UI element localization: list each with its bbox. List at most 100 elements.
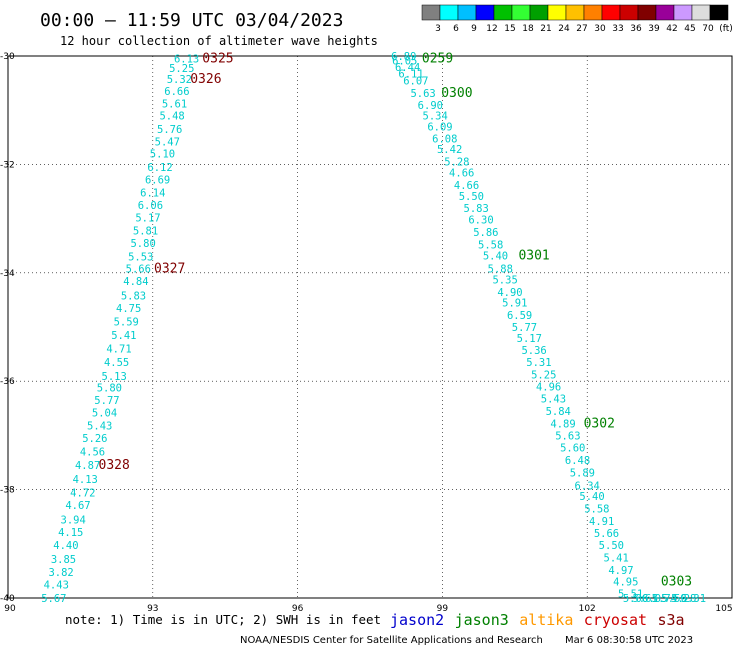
- colorbar-swatch: [565, 4, 585, 21]
- mission-label: s3a: [658, 611, 685, 629]
- wave-height-label: 5.04: [92, 408, 117, 420]
- wave-height-label: 4.66: [449, 168, 474, 180]
- wave-height-label: 4.90: [497, 287, 522, 299]
- wave-height-label: 5.89: [570, 467, 595, 479]
- wave-height-label: 5.41: [111, 330, 136, 342]
- wave-height-label: 4.91: [589, 516, 614, 528]
- colorbar-label: 42: [666, 24, 677, 34]
- wave-height-label: 5.51: [618, 589, 643, 601]
- wave-height-label: 5.31: [526, 357, 551, 369]
- wave-height-label: 5.42: [437, 144, 462, 156]
- wave-height-label: 5.28: [444, 157, 469, 169]
- credit-text: NOAA/NESDIS Center for Satellite Applica…: [240, 635, 543, 646]
- wave-height-label: 6.90: [418, 100, 443, 112]
- wave-height-label: 6.59: [507, 310, 532, 322]
- wave-height-label: 5.48: [159, 111, 184, 123]
- wave-height-label: 5.25: [169, 63, 194, 75]
- wave-height-label: 5.28: [671, 593, 696, 605]
- pass-time-label: 0302: [584, 416, 615, 431]
- wave-height-label: 4.72: [70, 487, 95, 499]
- x-tick-label: 102: [579, 604, 596, 614]
- timestamp-text: Mar 6 08:30:58 UTC 2023: [565, 635, 693, 646]
- pass-time-label: 0301: [518, 248, 549, 263]
- wave-height-label: 4.13: [73, 474, 98, 486]
- wave-height-label: 6.05: [642, 593, 667, 605]
- y-tick-label: -38: [0, 486, 15, 496]
- wave-height-label: 5.06: [623, 593, 648, 605]
- colorbar-label: 36: [630, 24, 642, 34]
- x-tick-label: 105: [715, 604, 732, 614]
- note-text: note: 1) Time is in UTC; 2) SWH is in fe…: [65, 612, 381, 627]
- colorbar-label: 33: [612, 24, 623, 34]
- wave-height-label: 4.75: [116, 303, 141, 315]
- wave-height-label: 5.61: [162, 99, 187, 111]
- colorbar-label: 27: [576, 24, 587, 34]
- colorbar-swatch: [601, 4, 621, 21]
- wave-height-label: 6.11: [398, 68, 423, 80]
- wave-height-label: 5.26: [82, 433, 107, 445]
- wave-height-label: 5.36: [521, 345, 546, 357]
- mission-label: altika: [519, 611, 573, 629]
- wave-height-label: 5.74: [652, 593, 677, 605]
- wave-height-label: 6.14: [140, 188, 165, 200]
- wave-height-label: 6.30: [468, 215, 493, 227]
- wave-height-label: 5.60: [560, 442, 585, 454]
- wave-height-label: 6.66: [164, 86, 189, 98]
- wave-height-label: 5.40: [579, 491, 604, 503]
- wave-height-label: 4.40: [53, 540, 78, 552]
- pass-time-label: 0326: [190, 72, 221, 87]
- wave-height-label: 5.43: [87, 421, 112, 433]
- wave-height-label: 5.91: [502, 298, 527, 310]
- chart-title: 00:00 – 11:59 UTC 03/04/2023: [40, 10, 343, 31]
- wave-height-label: 6.34: [575, 480, 600, 492]
- wave-height-label: 5.35: [492, 274, 517, 286]
- wave-height-label: 5.76: [157, 124, 182, 136]
- y-tick-label: -30: [0, 52, 15, 62]
- wave-height-label: 5.58: [478, 240, 503, 252]
- colorbar-swatch: [709, 4, 729, 21]
- wave-height-label: 4.66: [454, 180, 479, 192]
- pass-time-label: 0328: [99, 458, 130, 473]
- wave-height-label: 4.87: [75, 460, 100, 472]
- colorbar-label: 9: [471, 24, 477, 34]
- wave-height-label: 4.97: [608, 565, 633, 577]
- wave-height-label: 5.50: [599, 540, 624, 552]
- wave-height-label: 4.96: [536, 382, 561, 394]
- wave-height-label: 5.43: [541, 394, 566, 406]
- wave-height-label: 6.13: [174, 54, 199, 66]
- wave-height-label: 5.77: [512, 322, 537, 334]
- wave-height-label: 5.86: [473, 227, 498, 239]
- wave-height-label: 3.82: [48, 567, 73, 579]
- colorbar-swatch: [421, 4, 441, 21]
- colorbar-swatch: [457, 4, 477, 21]
- wave-height-label: 5.17: [135, 213, 160, 225]
- colorbar-label: 70: [702, 24, 714, 34]
- wave-height-label: 6.05: [392, 55, 417, 67]
- wave-height-label: 6.31: [681, 593, 706, 605]
- colorbar-swatch: [493, 4, 513, 21]
- colorbar-label: (ft): [719, 24, 733, 34]
- wave-height-label: 5.83: [464, 203, 489, 215]
- wave-height-label: 5.63: [410, 88, 435, 100]
- wave-height-label: 5.66: [594, 528, 619, 540]
- colorbar-swatch: [655, 4, 675, 21]
- wave-height-label: 6.69: [145, 175, 170, 187]
- wave-height-label: 5.88: [488, 263, 513, 275]
- wave-height-label: 3.85: [51, 554, 76, 566]
- pass-time-label: 0303: [661, 575, 692, 590]
- wave-height-label: 6.48: [565, 455, 590, 467]
- wave-height-label: 4.55: [104, 357, 129, 369]
- wave-height-label: 5.61: [632, 593, 657, 605]
- wave-height-label: 5.84: [546, 406, 571, 418]
- colorbar-label: 15: [504, 24, 515, 34]
- colorbar-label: 24: [558, 24, 570, 34]
- wave-height-label: 6.12: [147, 162, 172, 174]
- wave-height-label: 6.08: [432, 133, 457, 145]
- wave-height-label: 5.63: [555, 430, 580, 442]
- wave-height-label: 5.53: [128, 252, 153, 264]
- x-tick-label: 99: [437, 604, 449, 614]
- y-tick-label: -40: [0, 594, 15, 604]
- wave-height-label: 6.07: [403, 75, 428, 87]
- wave-height-label: 5.58: [584, 504, 609, 516]
